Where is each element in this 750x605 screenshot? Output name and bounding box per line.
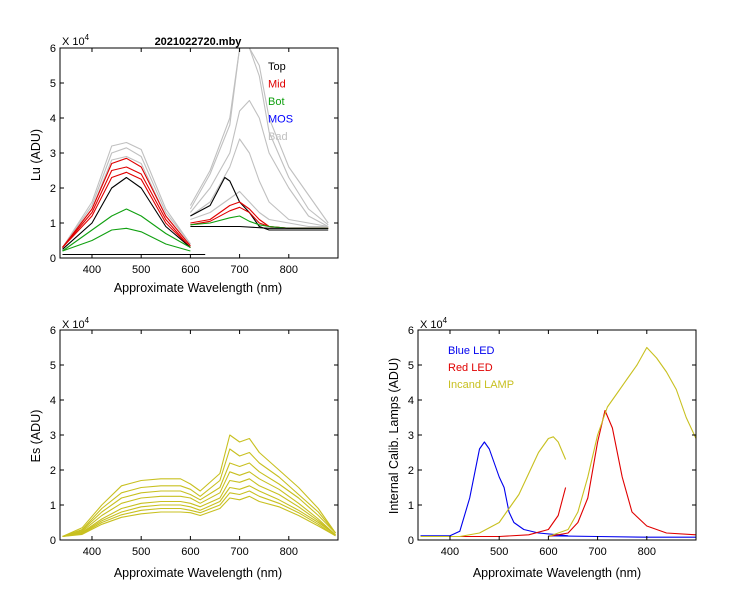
lu-xtick-label: 400	[83, 264, 101, 276]
lamps-ytick-label: 6	[408, 325, 414, 337]
lamps-exponent: X 104	[420, 316, 448, 331]
lu-series-bad-12	[189, 99, 329, 227]
lamps-ytick-label: 3	[408, 430, 414, 442]
es-xtick-label: 800	[280, 546, 298, 558]
lamps-ytick-label: 0	[408, 535, 414, 547]
es-series-es-0	[62, 434, 336, 538]
lamps-xtick-label: 600	[539, 546, 557, 558]
lu-legend-mid: Mid	[268, 79, 286, 91]
lu-title: 2021022720.mby	[155, 36, 243, 48]
lu-legend-bad: Bad	[268, 131, 288, 143]
lu-series-bot-8	[62, 227, 191, 252]
lamps-series-red-led-3	[548, 409, 696, 538]
lu-ytick-label: 2	[50, 183, 56, 195]
es-series-es-1	[62, 448, 336, 538]
es-xtick-label: 600	[181, 546, 199, 558]
lu-series-group	[62, 48, 329, 256]
lu-xtick-label: 600	[181, 264, 199, 276]
lamps-xlabel: Approximate Wavelength (nm)	[473, 566, 641, 580]
es-series-es-7	[62, 495, 336, 538]
lu-panel: 2021022720.mby X 104 Lu (ADU) Approximat…	[29, 33, 339, 295]
lu-series-mid-5	[62, 171, 191, 248]
lamps-series-blue-led-1	[548, 535, 696, 538]
es-xtick-label: 500	[132, 546, 150, 558]
es-ytick-label: 4	[50, 395, 56, 407]
lu-ytick-label: 1	[50, 218, 56, 230]
lamps-ytick-label: 5	[408, 360, 414, 372]
lu-series-bot-18	[190, 215, 329, 229]
es-panel: X 104 Es (ADU) Approximate Wavelength (n…	[29, 316, 339, 580]
es-ytick-label: 5	[50, 360, 56, 372]
es-ylabel: Es (ADU)	[29, 410, 43, 463]
lu-series-top-19	[190, 225, 329, 229]
lamps-panel: X 104 Internal Calib. Lamps (ADU) Approx…	[387, 316, 697, 580]
lu-xtick-label: 800	[280, 264, 298, 276]
es-ytick-label: 3	[50, 430, 56, 442]
lu-xlabel: Approximate Wavelength (nm)	[114, 281, 282, 295]
lu-legend-top: Top	[268, 61, 286, 73]
es-ytick-label: 6	[50, 325, 56, 337]
lu-legend-bot: Bot	[268, 96, 285, 108]
lamps-ytick-label: 4	[408, 395, 414, 407]
lamps-legend-incand-lamp: Incand LAMP	[448, 379, 514, 391]
lamps-ylabel: Internal Calib. Lamps (ADU)	[387, 358, 401, 514]
es-ytick-label: 0	[50, 535, 56, 547]
lu-series-top-6	[62, 176, 191, 250]
lamps-series-group	[420, 346, 696, 538]
lamps-series-incand-lamp-4	[420, 436, 567, 538]
lu-xtick-label: 500	[132, 264, 150, 276]
lu-series-mid-3	[62, 157, 191, 248]
lamps-legend-red-led: Red LED	[448, 362, 493, 374]
es-series-es-5	[62, 485, 336, 538]
lu-ytick-label: 6	[50, 43, 56, 55]
lu-series-bad-2	[62, 155, 191, 248]
lu-ylabel: Lu (ADU)	[29, 129, 43, 181]
es-series-es-6	[62, 490, 336, 538]
lu-series-bad-0	[62, 141, 191, 248]
es-ytick-label: 2	[50, 465, 56, 477]
lu-series-mid-4	[62, 166, 191, 248]
lamps-ytick-label: 1	[408, 500, 414, 512]
lu-ytick-label: 3	[50, 148, 56, 160]
es-exponent: X 104	[62, 316, 90, 331]
lu-ytick-label: 5	[50, 78, 56, 90]
lu-series-bad-14	[190, 190, 329, 228]
lamps-ytick-label: 2	[408, 465, 414, 477]
es-xtick-label: 700	[230, 546, 248, 558]
es-ytick-label: 1	[50, 500, 56, 512]
es-xlabel: Approximate Wavelength (nm)	[114, 566, 282, 580]
lamps-series-blue-led-0	[420, 441, 569, 537]
lamps-xtick-label: 500	[490, 546, 508, 558]
lamps-series-incand-lamp-5	[548, 346, 696, 538]
lu-xtick-label: 700	[230, 264, 248, 276]
lu-series-bad-11	[189, 48, 329, 226]
lamps-xtick-label: 700	[588, 546, 606, 558]
lu-ytick-label: 0	[50, 253, 56, 265]
lamps-xtick-label: 400	[441, 546, 459, 558]
es-series-group	[62, 434, 336, 538]
lu-series-top-15	[190, 176, 329, 231]
lu-ytick-label: 4	[50, 113, 56, 125]
lamps-legend-blue-led: Blue LED	[448, 345, 495, 357]
lu-series-bad-1	[62, 147, 191, 248]
lu-series-bad-13	[190, 138, 329, 228]
lamps-xtick-label: 800	[638, 546, 656, 558]
lu-series-bad-10	[189, 48, 329, 224]
es-xtick-label: 400	[83, 546, 101, 558]
lu-exponent: X 104	[62, 33, 90, 48]
lu-series-bot-7	[62, 208, 191, 252]
es-series-es-2	[62, 462, 336, 538]
lu-legend-mos: MOS	[268, 114, 293, 126]
es-series-es-3	[62, 471, 336, 538]
lamps-series-red-led-2	[420, 487, 567, 538]
es-series-es-4	[62, 478, 336, 538]
